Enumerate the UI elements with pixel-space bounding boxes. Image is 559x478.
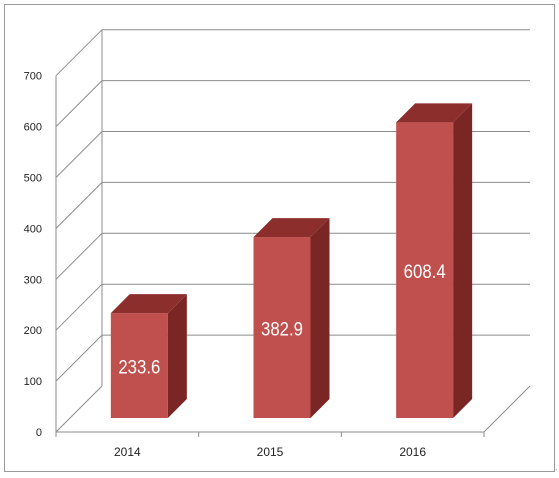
bar-top-2014	[110, 294, 187, 314]
bar-side-2016	[453, 103, 473, 418]
data-label-2014: 233.6	[118, 358, 160, 379]
gridline-slant	[55, 334, 103, 382]
gridline-slant	[55, 182, 103, 229]
y-tick-label: 200	[24, 325, 42, 337]
y-tick-label: 0	[36, 427, 42, 439]
data-label-2016: 608.4	[404, 262, 446, 283]
bar-top-2016	[396, 103, 473, 123]
gridline-slant	[55, 385, 103, 433]
gridline-slant	[55, 131, 103, 178]
bar-side-2014	[167, 294, 187, 418]
bar-2015	[253, 237, 311, 418]
y-tick-label: 400	[24, 223, 42, 235]
data-label-2015: 382.9	[261, 320, 303, 341]
gridline-slant	[55, 283, 103, 331]
x-tick-label-2014: 2014	[114, 445, 141, 459]
x-tick-label-2015: 2015	[257, 445, 284, 459]
y-tick-label: 300	[24, 274, 42, 286]
y-tick-label: 500	[24, 173, 42, 185]
gridline-slant	[55, 80, 103, 127]
x-tick-label-2016: 2016	[399, 445, 426, 459]
bar-2014	[110, 313, 168, 418]
bar-side-2015	[310, 218, 330, 418]
gridline-slant	[55, 29, 103, 77]
y-tick-label: 600	[24, 122, 42, 134]
corner-mark: .	[555, 463, 558, 472]
floor-right-edge	[483, 385, 531, 433]
gridline-slant	[55, 232, 103, 280]
bar-top-2015	[253, 218, 330, 238]
y-tick-label: 100	[24, 376, 42, 388]
bar-2016	[396, 122, 454, 418]
y-tick-label: 700	[24, 71, 42, 83]
